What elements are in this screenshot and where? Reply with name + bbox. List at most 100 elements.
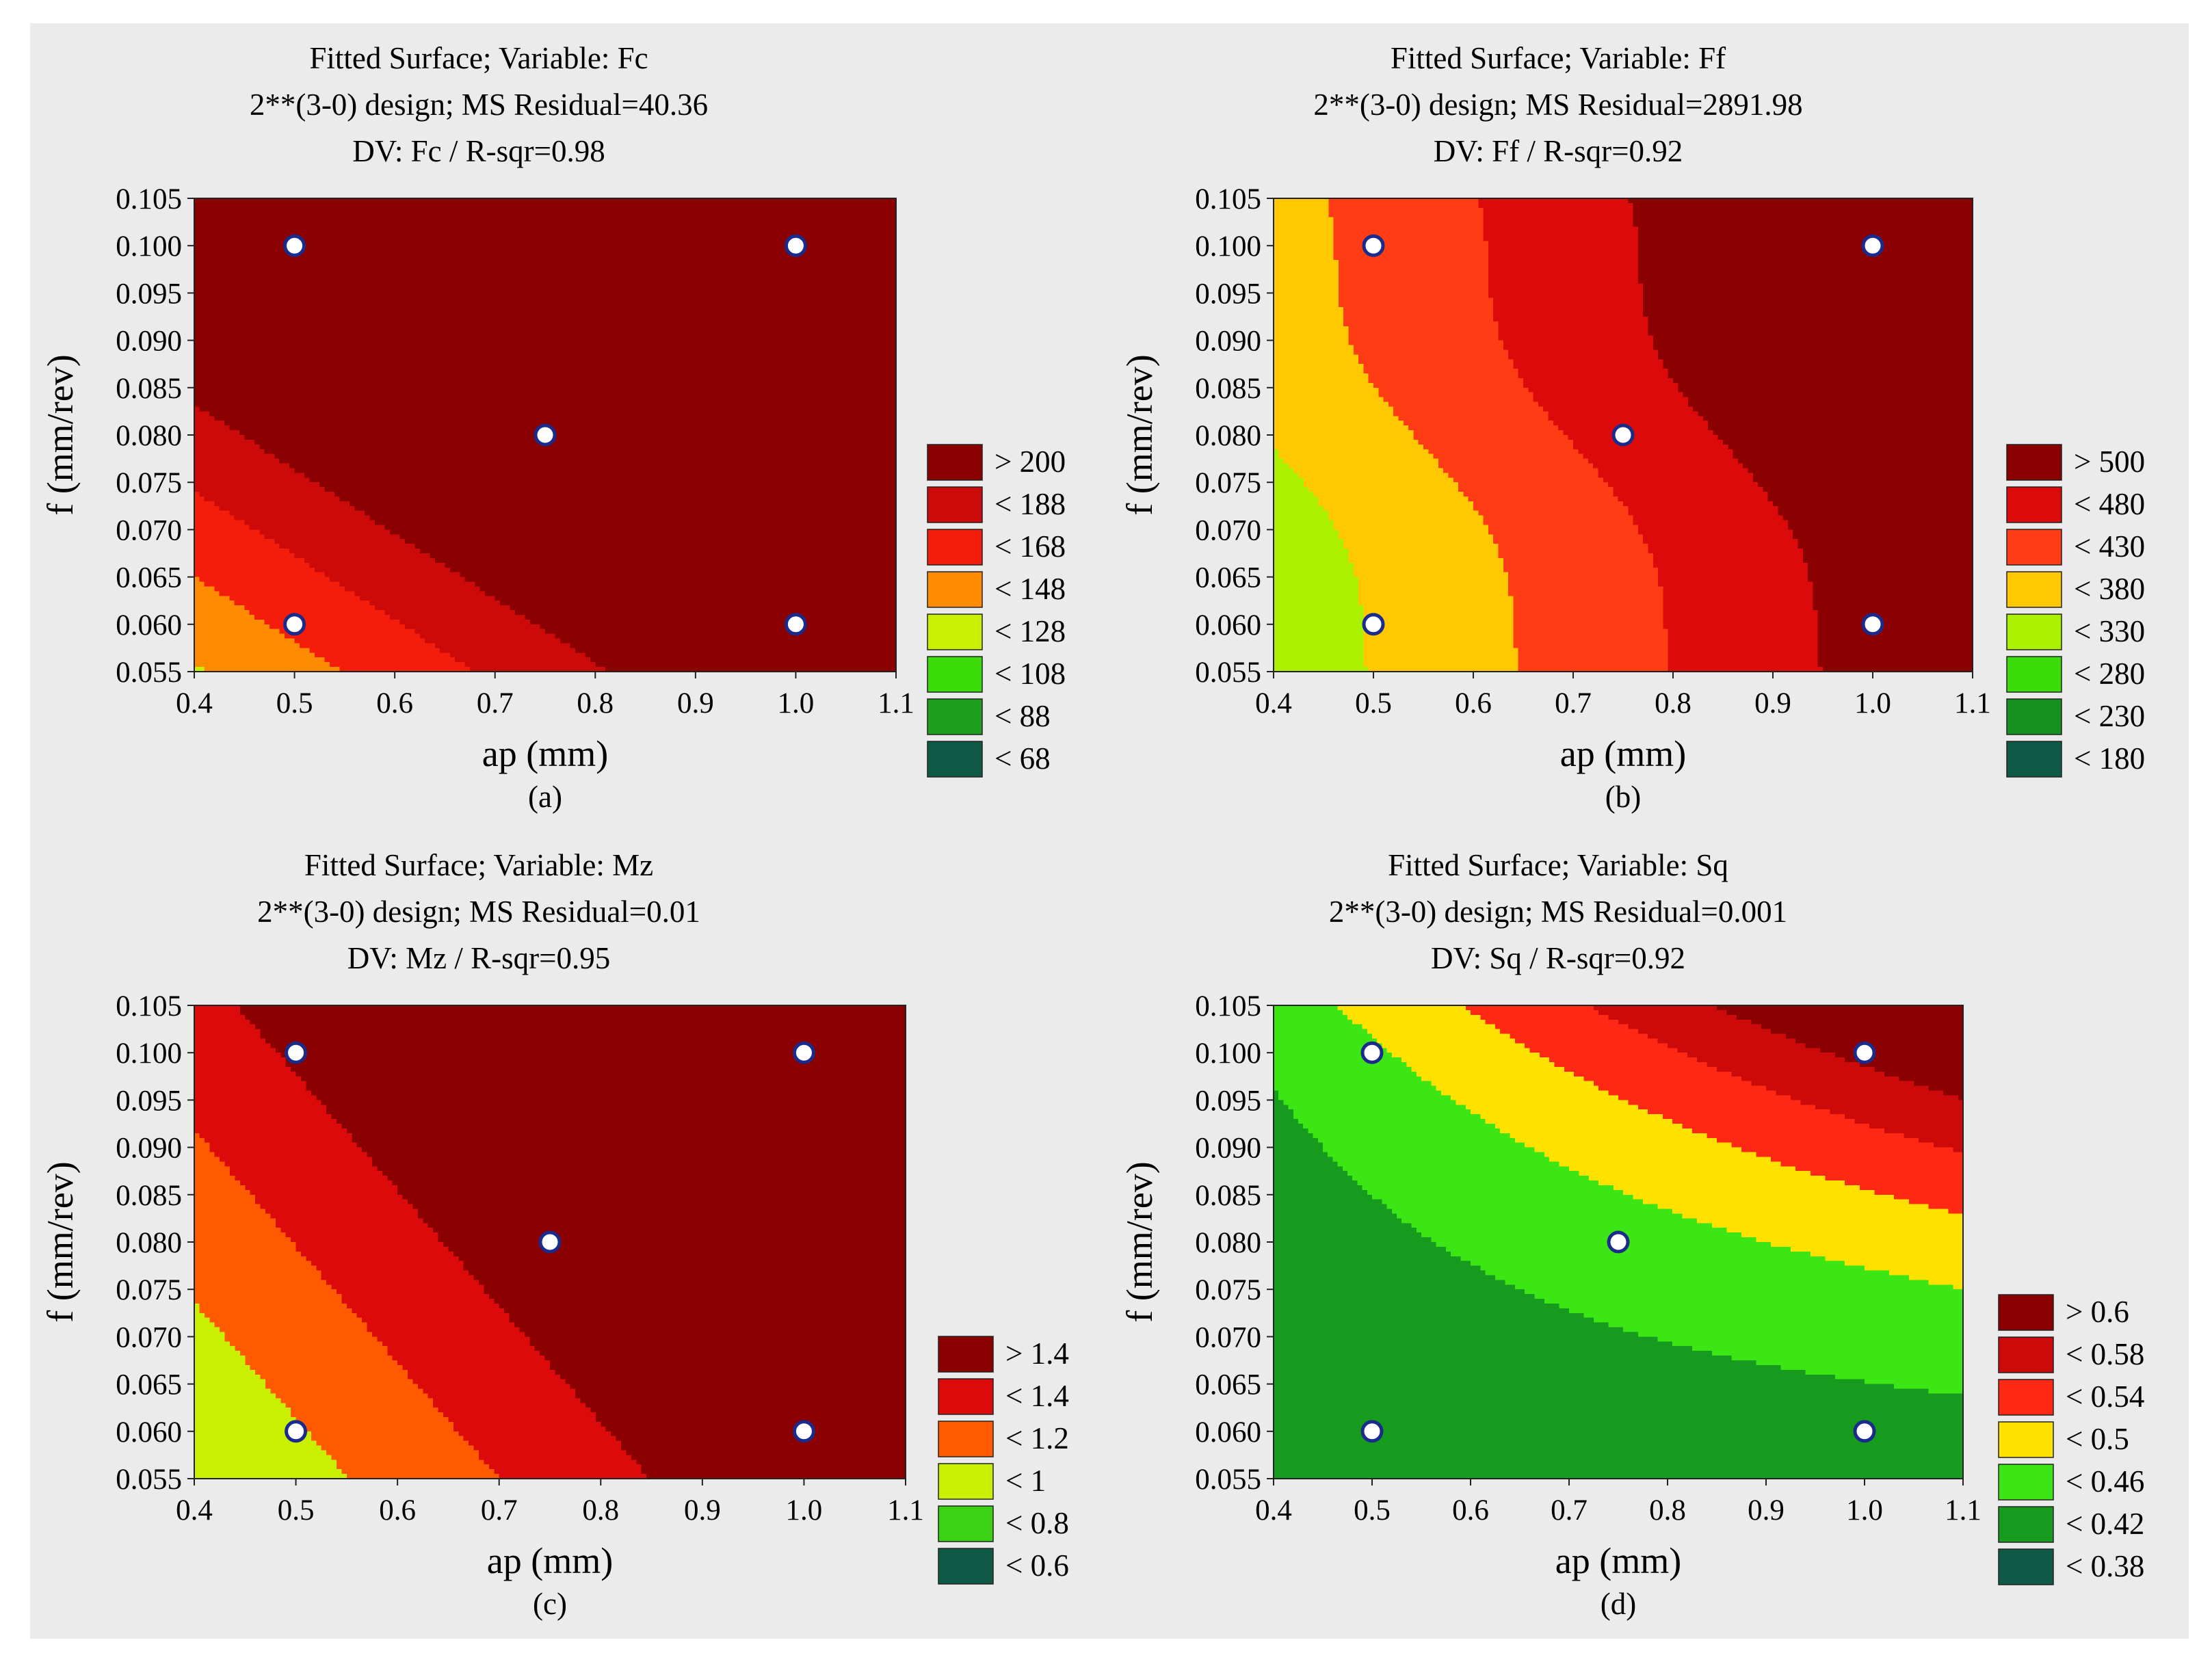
- contour-cell: [375, 213, 380, 218]
- contour-cell: [254, 222, 260, 228]
- contour-cell: [355, 222, 360, 228]
- contour-cell: [676, 208, 681, 213]
- contour-cell: [330, 213, 335, 218]
- contour-cell: [340, 208, 345, 213]
- contour-cell: [545, 217, 551, 223]
- contour-cell: [440, 203, 445, 209]
- contour-cell: [601, 217, 606, 223]
- contour-cell: [816, 217, 821, 223]
- contour-cell: [420, 222, 425, 228]
- contour-cell: [555, 208, 561, 213]
- contour-cell: [786, 208, 791, 213]
- contour-cell: [685, 213, 691, 218]
- contour-cell: [631, 217, 636, 223]
- contour-cell: [194, 203, 200, 209]
- contour-cell: [229, 217, 235, 223]
- contour-cell: [435, 217, 440, 223]
- contour-cell: [721, 217, 726, 223]
- contour-cell: [821, 217, 826, 223]
- contour-cell: [269, 217, 275, 223]
- contour-cell: [610, 217, 616, 223]
- contour-cell: [750, 213, 756, 218]
- contour-cell: [254, 203, 260, 209]
- contour-cell: [560, 198, 566, 204]
- contour-cell: [520, 217, 525, 223]
- contour-cell: [756, 198, 761, 204]
- contour-cell: [214, 222, 220, 228]
- contour-cell: [610, 208, 616, 213]
- contour-cell: [585, 203, 591, 209]
- contour-cell: [550, 198, 555, 204]
- contour-cell: [259, 213, 265, 218]
- contour-cell: [269, 213, 275, 218]
- contour-cell: [601, 198, 606, 204]
- contour-cell: [269, 208, 275, 213]
- contour-cell: [756, 213, 761, 218]
- contour-cell: [585, 208, 591, 213]
- contour-cell: [756, 208, 761, 213]
- contour-cell: [715, 213, 721, 218]
- contour-cell: [806, 208, 811, 213]
- contour-cell: [590, 198, 596, 204]
- contour-cell: [595, 217, 601, 223]
- contour-cell: [460, 222, 465, 228]
- contour-cell: [380, 217, 385, 223]
- contour-cell: [530, 217, 536, 223]
- contour-cell: [741, 198, 746, 204]
- contour-cell: [304, 203, 310, 209]
- contour-cell: [480, 203, 486, 209]
- contour-cell: [209, 198, 215, 204]
- contour-cell: [711, 213, 716, 218]
- contour-cell: [370, 203, 376, 209]
- contour-cell: [525, 217, 531, 223]
- contour-cell: [235, 222, 240, 228]
- contour-cell: [620, 208, 626, 213]
- contour-cell: [715, 203, 721, 209]
- contour-cell: [445, 208, 450, 213]
- contour-cell: [711, 217, 716, 223]
- contour-cell: [395, 213, 400, 218]
- contour-cell: [384, 203, 390, 209]
- contour-cell: [319, 203, 325, 209]
- contour-cell: [445, 213, 450, 218]
- contour-cell: [410, 217, 415, 223]
- contour-cell: [315, 203, 320, 209]
- contour-cell: [866, 203, 871, 209]
- contour-cell: [771, 203, 776, 209]
- contour-cell: [440, 217, 445, 223]
- contour-cell: [515, 208, 521, 213]
- contour-cell: [816, 203, 821, 209]
- contour-cell: [345, 217, 350, 223]
- contour-cell: [384, 208, 390, 213]
- contour-cell: [525, 222, 531, 228]
- contour-cell: [495, 222, 501, 228]
- contour-cell: [631, 198, 636, 204]
- contour-cell: [661, 208, 666, 213]
- contour-cell: [224, 222, 230, 228]
- contour-cell: [691, 208, 696, 213]
- contour-cell: [355, 213, 360, 218]
- contour-cell: [771, 208, 776, 213]
- contour-cell: [741, 217, 746, 223]
- contour-cell: [750, 198, 756, 204]
- contour-cell: [310, 198, 315, 204]
- contour-cell: [405, 208, 410, 213]
- contour-cell: [761, 208, 766, 213]
- contour-cell: [821, 203, 826, 209]
- contour-cell: [355, 203, 360, 209]
- contour-cell: [304, 198, 310, 204]
- contour-cell: [696, 217, 701, 223]
- contour-cell: [460, 213, 465, 218]
- contour-cell: [430, 222, 435, 228]
- contour-cell: [871, 198, 876, 204]
- contour-cell: [816, 208, 821, 213]
- contour-cell: [199, 198, 205, 204]
- contour-cell: [881, 213, 886, 218]
- contour-cell: [490, 213, 495, 218]
- contour-cell: [250, 198, 255, 204]
- contour-cell: [851, 203, 856, 209]
- contour-cell: [881, 198, 886, 204]
- contour-cell: [300, 208, 305, 213]
- contour-cell: [199, 217, 205, 223]
- contour-cell: [399, 213, 405, 218]
